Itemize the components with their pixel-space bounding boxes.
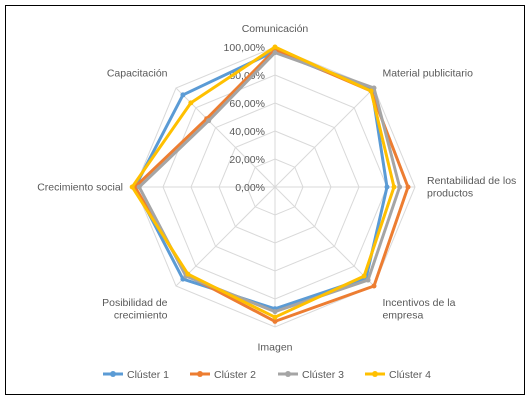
tick-label: 60,00%: [229, 98, 265, 110]
legend: Clúster 1 Clúster 2 Clúster 3 Clúster 4: [103, 369, 431, 381]
legend-marker: [110, 371, 116, 377]
category-label-line: Rentabilidad de los: [427, 175, 516, 187]
data-point: [272, 44, 278, 50]
data-point: [365, 277, 371, 283]
data-point: [368, 88, 374, 94]
category-label-line: Crecimiento social: [37, 181, 123, 193]
legend-item: Clúster 1: [103, 369, 169, 381]
radar-series: [129, 44, 411, 324]
data-point: [272, 50, 278, 56]
series-line-1: [133, 49, 389, 311]
category-label-line: Comunicación: [242, 23, 309, 35]
legend-item: Clúster 2: [190, 369, 256, 381]
category-label-line: empresa: [382, 309, 423, 321]
legend-label: Clúster 4: [389, 369, 431, 381]
data-point: [272, 309, 278, 315]
category-label: Material publicitario: [382, 68, 473, 80]
grid-spoke-1: [274, 87, 375, 188]
chart-frame: [5, 5, 525, 395]
tick-label: 40,00%: [229, 126, 265, 138]
category-label: Crecimiento social: [37, 181, 123, 193]
data-point: [371, 283, 377, 289]
category-label: Comunicación: [242, 23, 309, 35]
legend-marker: [372, 371, 378, 377]
category-label: Incentivos de la empresa: [382, 297, 455, 322]
data-point: [188, 100, 194, 106]
data-point: [405, 184, 411, 190]
category-label-line: Imagen: [257, 342, 292, 354]
radar-grid: [134, 46, 416, 328]
legend-marker: [197, 371, 203, 377]
category-labels: Comunicación Material publicitario Rentabi…: [37, 23, 516, 354]
grid-spoke-3: [274, 186, 375, 287]
data-point: [391, 184, 397, 190]
legend-item: Clúster 4: [365, 369, 431, 381]
category-label-line: Posibilidad de: [102, 297, 168, 309]
grid-spoke-5: [175, 186, 276, 287]
legend-label: Clúster 3: [302, 369, 344, 381]
category-label-line: productos: [427, 188, 473, 200]
data-point: [361, 273, 367, 279]
tick-label: 20,00%: [229, 154, 265, 166]
category-label: Imagen: [257, 342, 292, 354]
legend-item: Clúster 3: [278, 369, 344, 381]
category-label: Capacitación: [107, 68, 168, 80]
legend-marker: [285, 371, 291, 377]
data-point: [129, 184, 135, 190]
tick-label: 100,00%: [224, 42, 265, 54]
category-label-line: crecimiento: [114, 309, 168, 321]
category-label-line: Incentivos de la: [382, 297, 455, 309]
data-point: [185, 271, 191, 277]
legend-label: Clúster 1: [127, 369, 169, 381]
legend-label: Clúster 2: [214, 369, 256, 381]
category-label: Posibilidad de crecimiento: [102, 297, 168, 322]
category-label-line: Capacitación: [107, 68, 168, 80]
data-point: [136, 184, 142, 190]
data-point: [272, 318, 278, 324]
data-point: [384, 184, 390, 190]
data-point: [180, 92, 186, 98]
category-label-line: Material publicitario: [382, 68, 473, 80]
data-point: [272, 314, 278, 320]
tick-label: 0,00%: [235, 182, 265, 194]
data-point: [206, 118, 212, 124]
category-label: Rentabilidad de los productos: [427, 175, 516, 200]
data-point: [397, 184, 403, 190]
